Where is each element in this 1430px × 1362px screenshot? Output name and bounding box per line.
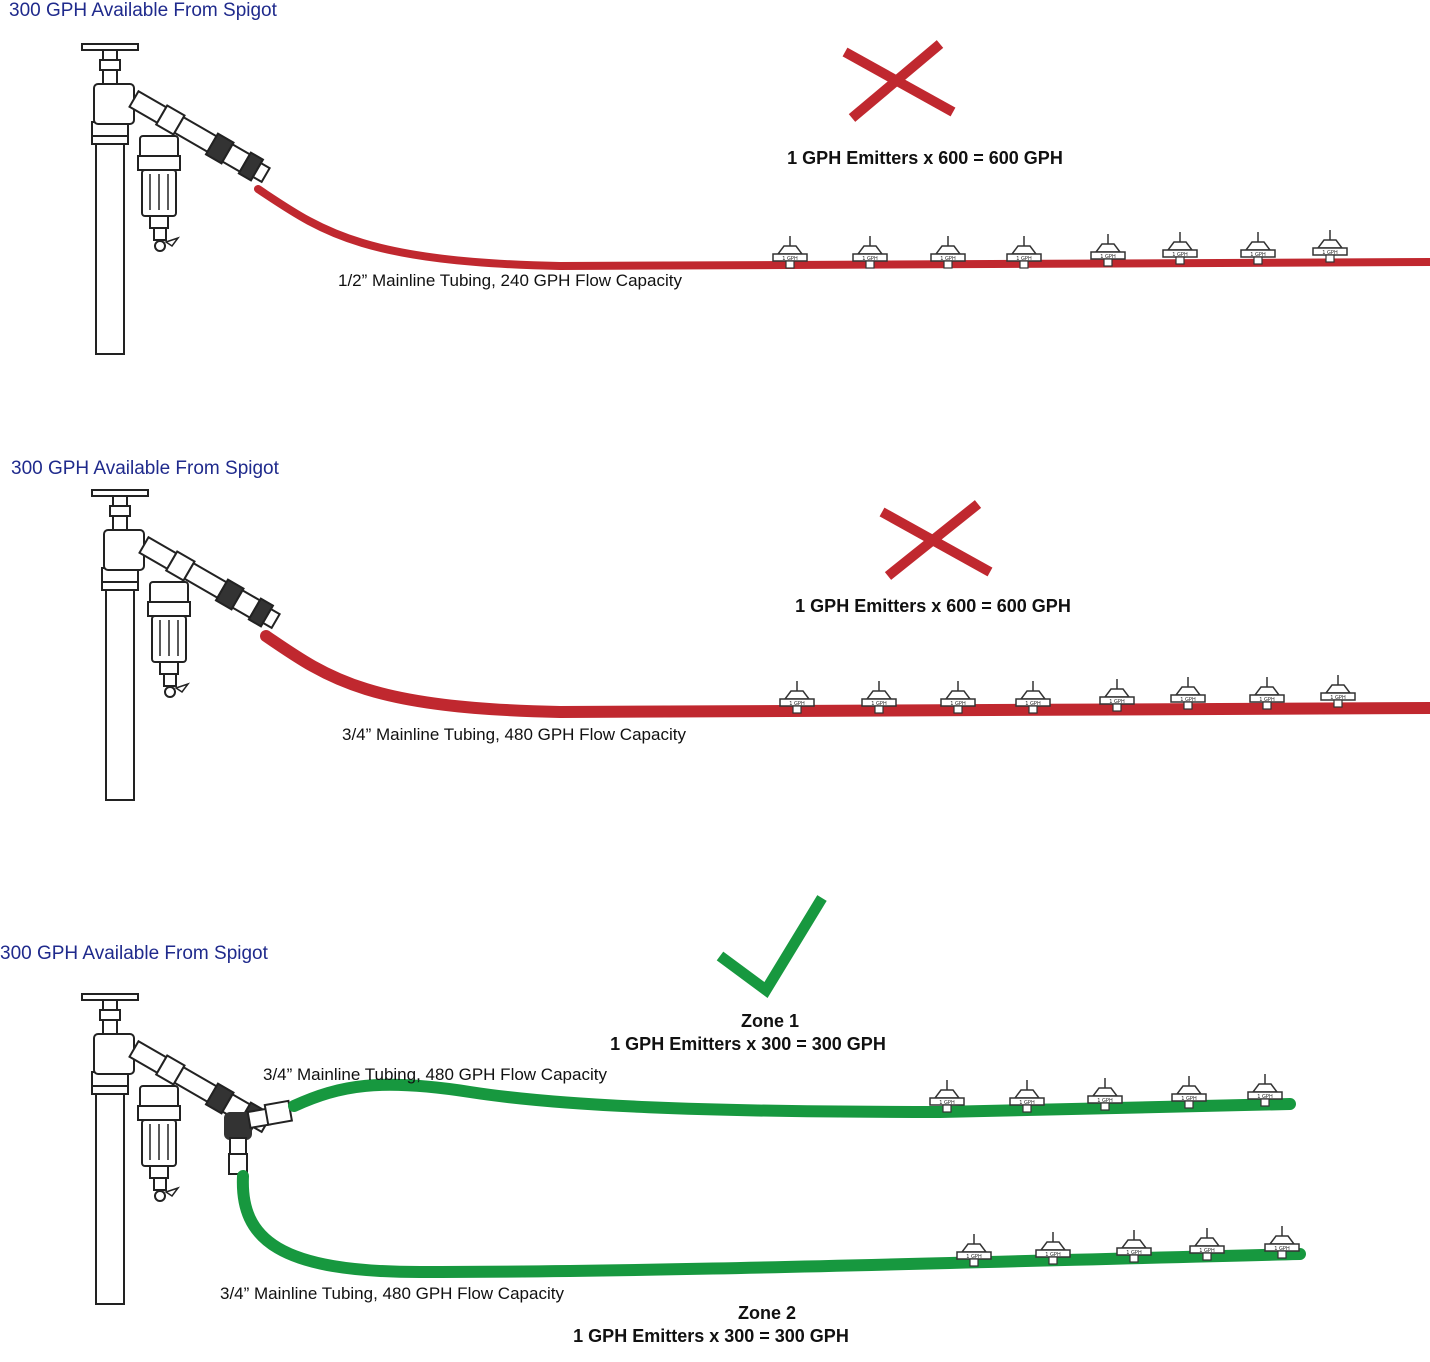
emitter-flow-label: 1 GPH xyxy=(789,701,805,707)
emitter-flow-label: 1 GPH xyxy=(1259,697,1275,703)
emitter-calc-label: 1 GPH Emitters x 600 = 600 GPH xyxy=(748,596,1118,617)
emitter-flow-label: 1 GPH xyxy=(1126,1250,1142,1256)
emitter-flow-label: 1 GPH xyxy=(1274,1246,1290,1252)
emitter-flow-label: 1 GPH xyxy=(1100,254,1116,260)
emitter-calc-label: 1 GPH Emitters x 600 = 600 GPH xyxy=(740,148,1110,169)
emitter-flow-label: 1 GPH xyxy=(1180,697,1196,703)
emitter-flow-label: 1 GPH xyxy=(782,256,798,262)
emitter-flow-label: 1 GPH xyxy=(1019,1100,1035,1106)
check-mark-icon xyxy=(720,898,822,990)
emitter-flow-label: 1 GPH xyxy=(1025,701,1041,707)
emitter-flow-label: 1 GPH xyxy=(1330,695,1346,701)
spigot-capacity-label: 300 GPH Available From Spigot xyxy=(0,943,268,965)
zone-1-title: Zone 1 xyxy=(660,1011,880,1032)
emitter-icon xyxy=(1321,675,1355,707)
zone-2-tubing-label: 3/4” Mainline Tubing, 480 GPH Flow Capac… xyxy=(220,1284,564,1304)
emitter-flow-label: 1 GPH xyxy=(1322,250,1338,256)
zone-1-calc-label: 1 GPH Emitters x 300 = 300 GPH xyxy=(563,1034,933,1055)
emitter-flow-label: 1 GPH xyxy=(871,701,887,707)
emitter-flow-label: 1 GPH xyxy=(1181,1096,1197,1102)
emitter-flow-label: 1 GPH xyxy=(950,701,966,707)
emitter-flow-label: 1 GPH xyxy=(1109,699,1125,705)
panel-2 xyxy=(92,490,1430,800)
emitter-icon xyxy=(1313,230,1347,262)
tubing-capacity-label: 3/4” Mainline Tubing, 480 GPH Flow Capac… xyxy=(342,725,686,745)
zone-2-tubing xyxy=(243,1176,1300,1272)
emitter-flow-label: 1 GPH xyxy=(1250,252,1266,258)
zone-1-tubing xyxy=(294,1085,1290,1112)
emitter-flow-label: 1 GPH xyxy=(940,256,956,262)
emitter-flow-label: 1 GPH xyxy=(1172,252,1188,258)
panel-1 xyxy=(82,44,1430,354)
emitter-flow-label: 1 GPH xyxy=(1257,1094,1273,1100)
emitter-flow-label: 1 GPH xyxy=(1199,1248,1215,1254)
zone-2-calc-label: 1 GPH Emitters x 300 = 300 GPH xyxy=(526,1326,896,1347)
emitter-flow-label: 1 GPH xyxy=(966,1254,982,1260)
zone-2-title: Zone 2 xyxy=(657,1303,877,1324)
tubing-capacity-label: 1/2” Mainline Tubing, 240 GPH Flow Capac… xyxy=(338,271,682,291)
x-mark-icon xyxy=(845,44,953,118)
zone-1-tubing-label: 3/4” Mainline Tubing, 480 GPH Flow Capac… xyxy=(263,1065,607,1085)
emitter-flow-label: 1 GPH xyxy=(1097,1098,1113,1104)
spigot-capacity-label: 300 GPH Available From Spigot xyxy=(9,0,277,22)
emitter-flow-label: 1 GPH xyxy=(1016,256,1032,262)
emitter-flow-label: 1 GPH xyxy=(1045,1252,1061,1258)
spigot-icon xyxy=(82,44,272,354)
x-mark-icon xyxy=(882,504,990,576)
spigot-capacity-label: 300 GPH Available From Spigot xyxy=(11,458,279,480)
emitter-flow-label: 1 GPH xyxy=(939,1100,955,1106)
spigot-icon xyxy=(92,490,282,800)
emitter-flow-label: 1 GPH xyxy=(862,256,878,262)
